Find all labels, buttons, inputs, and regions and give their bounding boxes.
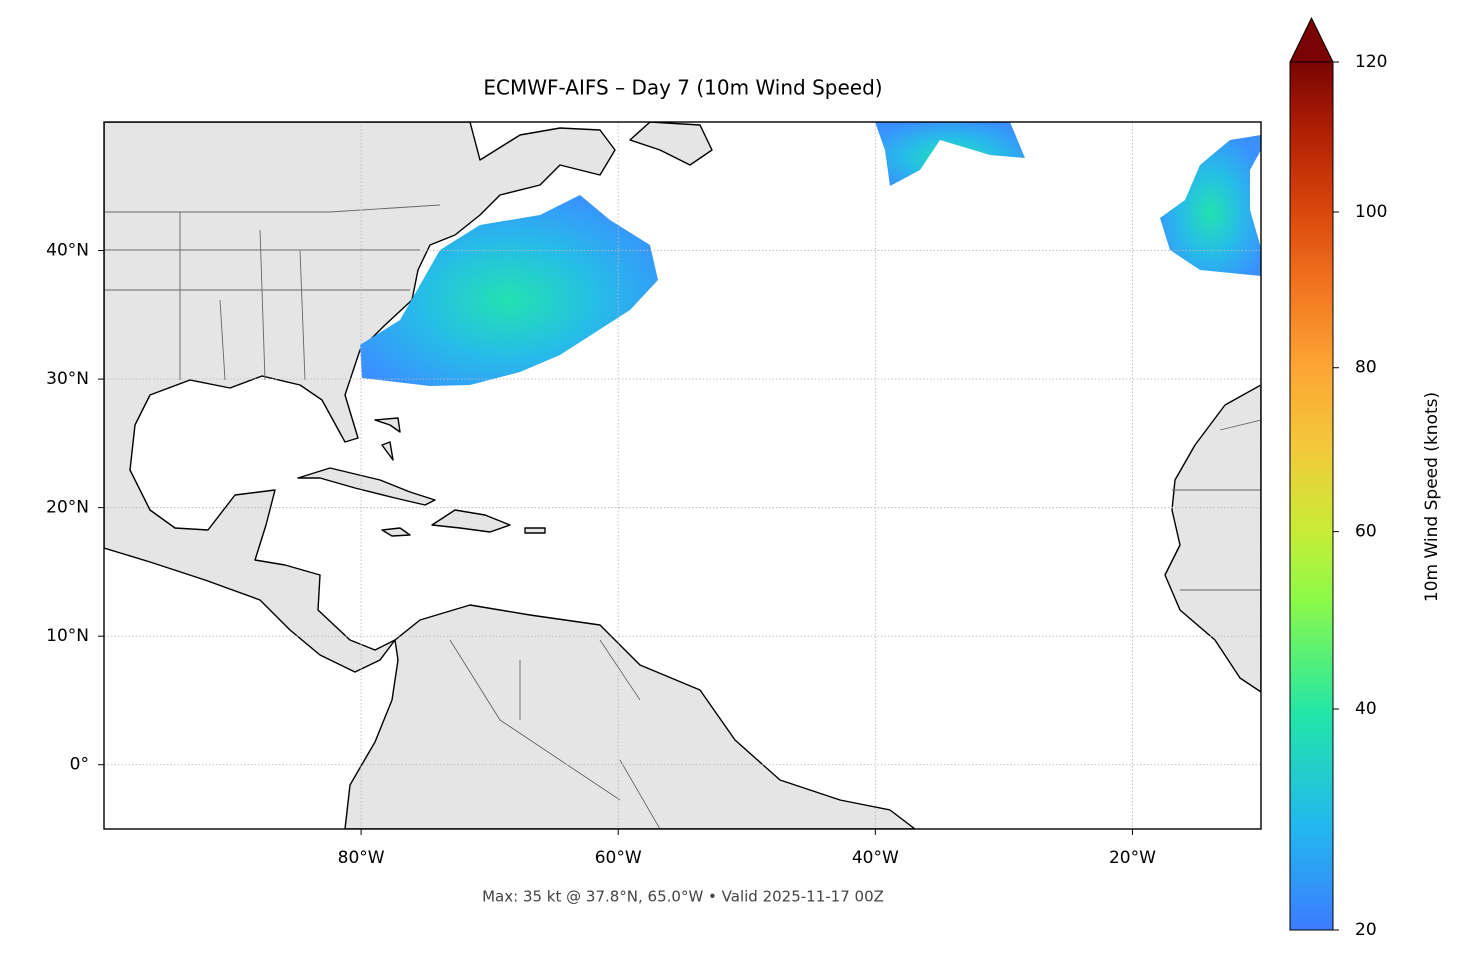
- wind-swath: [1160, 135, 1261, 276]
- map-title: ECMWF-AIFS – Day 7 (10m Wind Speed): [483, 76, 882, 100]
- y-tick-label: 20°N: [46, 498, 89, 518]
- x-tick-label: 40°W: [852, 848, 899, 868]
- map-area: [104, 122, 1261, 829]
- south-america: [344, 604, 916, 829]
- wind-swath: [875, 122, 1025, 186]
- colorbar: [1289, 61, 1334, 931]
- colorbar-tick-label: 20: [1355, 920, 1377, 940]
- map-subtitle: Max: 35 kt @ 37.8°N, 65.0°W • Valid 2025…: [482, 888, 884, 906]
- wind-swath: [360, 195, 658, 386]
- colorbar-label: 10m Wind Speed (knots): [1422, 392, 1442, 602]
- colorbar-extend: [1289, 16, 1334, 63]
- borders: [104, 204, 1261, 829]
- bahamas: [374, 417, 401, 461]
- colorbar-tick-label: 120: [1355, 52, 1387, 72]
- y-tick-label: 40°N: [46, 241, 89, 261]
- hispaniola: [431, 509, 511, 533]
- puerto-rico: [524, 527, 546, 534]
- x-tick-label: 60°W: [595, 848, 642, 868]
- grid: [104, 122, 1261, 829]
- africa: [1164, 384, 1261, 693]
- y-tick-label: 0°: [70, 755, 89, 775]
- colorbar-tick-label: 100: [1355, 202, 1387, 222]
- jamaica: [381, 527, 411, 537]
- newfoundland: [629, 122, 713, 166]
- x-tick-label: 20°W: [1109, 848, 1156, 868]
- colorbar-tick-label: 80: [1355, 358, 1377, 378]
- north-america: [104, 122, 616, 673]
- y-tick-label: 30°N: [46, 369, 89, 389]
- colorbar-tick-label: 40: [1355, 699, 1377, 719]
- colorbar-tick-label: 60: [1355, 522, 1377, 542]
- x-tick-label: 80°W: [338, 848, 385, 868]
- y-tick-label: 10°N: [46, 626, 89, 646]
- cuba: [297, 467, 436, 506]
- map-frame: [103, 121, 1262, 830]
